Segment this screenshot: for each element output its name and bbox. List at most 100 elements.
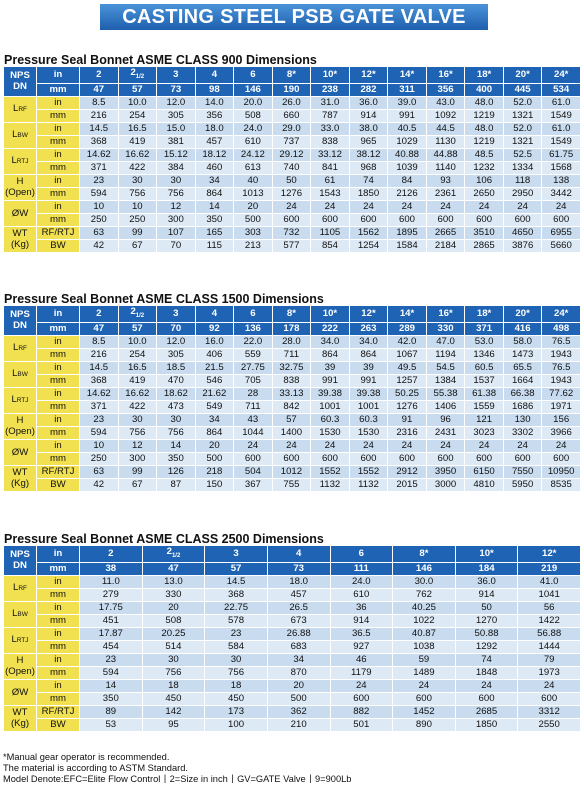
value-cell: 66.38 bbox=[502, 386, 543, 401]
size-header: 12* bbox=[517, 545, 581, 563]
value-cell: 457 bbox=[266, 587, 331, 602]
footnote-material: The material is according to ASTM Standa… bbox=[3, 762, 188, 773]
value-cell: 24 bbox=[348, 438, 389, 453]
value-cell: 24 bbox=[425, 438, 466, 453]
value-cell: 76.5 bbox=[541, 334, 581, 349]
value-cell: 3966 bbox=[541, 425, 581, 440]
dn-header: 111 bbox=[329, 561, 394, 576]
value-cell: 34 bbox=[194, 412, 235, 427]
value-cell: 305 bbox=[156, 108, 196, 123]
table-row: mm 368 419 470 546 705 838 991 991 1257 1384 1537 16… bbox=[4, 373, 581, 388]
nps-dn-header: NPS DN bbox=[3, 305, 37, 336]
value-cell: 991 bbox=[348, 373, 389, 388]
dimension-label: LBW bbox=[3, 600, 37, 628]
value-cell: 50.25 bbox=[387, 386, 427, 401]
value-cell: 22.0 bbox=[233, 334, 273, 349]
value-cell: 1001 bbox=[310, 399, 350, 414]
value-cell: 1543 bbox=[310, 186, 350, 201]
value-cell: 1321 bbox=[502, 108, 543, 123]
value-cell: 14 bbox=[79, 678, 143, 693]
dn-header: 219 bbox=[517, 561, 581, 576]
value-cell: 610 bbox=[329, 587, 394, 602]
unit-cell: mm bbox=[36, 399, 80, 414]
value-cell: 14.5 bbox=[204, 574, 268, 589]
value-cell: 18.0 bbox=[266, 574, 331, 589]
value-cell: 368 bbox=[79, 134, 119, 149]
value-cell: 55.38 bbox=[425, 386, 466, 401]
value-cell: 118 bbox=[502, 173, 543, 188]
value-cell: 1276 bbox=[271, 186, 312, 201]
value-cell: 3302 bbox=[502, 425, 543, 440]
value-cell: 39.38 bbox=[310, 386, 350, 401]
unit-cell: in bbox=[36, 652, 80, 667]
dimension-label: WT (Kg) bbox=[3, 704, 37, 732]
dn-header: 330 bbox=[425, 321, 466, 336]
table-row: ØW in 10 12 14 20 24 24 24 24 24 24 24 24 24 bbox=[3, 438, 581, 466]
value-cell: 350 bbox=[79, 691, 143, 706]
value-cell: 756 bbox=[117, 425, 158, 440]
unit-cell: BW bbox=[36, 717, 80, 732]
value-cell: 36.0 bbox=[348, 95, 389, 110]
value-cell: 14 bbox=[156, 438, 196, 453]
value-cell: 422 bbox=[117, 399, 158, 414]
value-cell: 300 bbox=[117, 451, 158, 466]
value-cell: 1452 bbox=[392, 704, 456, 719]
value-cell: 2361 bbox=[425, 186, 466, 201]
value-cell: 30 bbox=[117, 173, 158, 188]
table-row: LRTJ in 14.62 16.62 18.62 21.62 28 33.13 39.38 39… bbox=[3, 386, 581, 414]
dimension-label: ØW bbox=[3, 438, 37, 466]
value-cell: 473 bbox=[156, 399, 196, 414]
value-cell: 44.88 bbox=[425, 147, 466, 162]
value-cell: 787 bbox=[310, 108, 350, 123]
value-cell: 29.12 bbox=[271, 147, 312, 162]
value-cell: 30 bbox=[156, 173, 196, 188]
table-row: mm 279 330 368 457 610 762 914 1041 bbox=[4, 587, 581, 602]
value-cell: 600 bbox=[329, 691, 394, 706]
table-row: LRTJ in 17.87 20.25 23 26.88 36.5 40.87 50.88 56.… bbox=[3, 626, 581, 654]
value-cell: 6955 bbox=[541, 225, 581, 240]
value-cell: 1549 bbox=[541, 108, 581, 123]
table-row: H (Open) in 23 30 30 34 40 50 61 74 84 93 106 118 138 bbox=[3, 173, 581, 201]
value-cell: 20 bbox=[233, 199, 273, 214]
size-header: 4 bbox=[266, 545, 331, 563]
value-cell: 1973 bbox=[517, 665, 581, 680]
unit-in-header: in bbox=[36, 66, 80, 84]
value-cell: 23 bbox=[79, 652, 143, 667]
nps-dn-header: NPS DN bbox=[3, 545, 37, 576]
size-header: 3 bbox=[156, 305, 196, 323]
value-cell: 218 bbox=[194, 464, 235, 479]
value-cell: 1219 bbox=[464, 108, 504, 123]
value-cell: 24 bbox=[348, 199, 389, 214]
value-cell: 87 bbox=[156, 477, 196, 492]
unit-cell: RF/RTJ bbox=[36, 464, 80, 479]
value-cell: 20 bbox=[194, 438, 235, 453]
size-header: 8* bbox=[271, 66, 312, 84]
value-cell: 11.0 bbox=[79, 574, 143, 589]
table-row: mm 594 756 756 870 1179 1489 1848 1973 bbox=[4, 665, 581, 680]
value-cell: 1254 bbox=[348, 238, 389, 253]
value-cell: 250 bbox=[117, 212, 158, 227]
value-cell: 740 bbox=[271, 160, 312, 175]
value-cell: 95 bbox=[141, 717, 206, 732]
unit-cell: in bbox=[36, 574, 80, 589]
value-cell: 600 bbox=[271, 212, 312, 227]
size-header: 2 bbox=[79, 66, 119, 84]
value-cell: 14.0 bbox=[194, 95, 235, 110]
value-cell: 600 bbox=[425, 212, 466, 227]
value-cell: 30.0 bbox=[392, 574, 456, 589]
value-cell: 613 bbox=[233, 160, 273, 175]
value-cell: 10.0 bbox=[117, 334, 158, 349]
value-cell: 842 bbox=[271, 399, 312, 414]
dimension-label: LBW bbox=[3, 360, 37, 388]
page-title-banner: CASTING STEEL PSB GATE VALVE bbox=[100, 4, 488, 30]
dn-header: 136 bbox=[233, 321, 273, 336]
dn-header: 47 bbox=[79, 82, 119, 97]
value-cell: 756 bbox=[156, 425, 196, 440]
value-cell: 1334 bbox=[502, 160, 543, 175]
table-row: BW 42 67 87 150 367 755 1132 1132 2015 3000 4810 595… bbox=[4, 477, 581, 492]
size-header: 24* bbox=[541, 305, 581, 323]
value-cell: 756 bbox=[204, 665, 268, 680]
unit-cell: mm bbox=[36, 425, 80, 440]
value-cell: 14.62 bbox=[79, 386, 119, 401]
value-cell: 1552 bbox=[310, 464, 350, 479]
